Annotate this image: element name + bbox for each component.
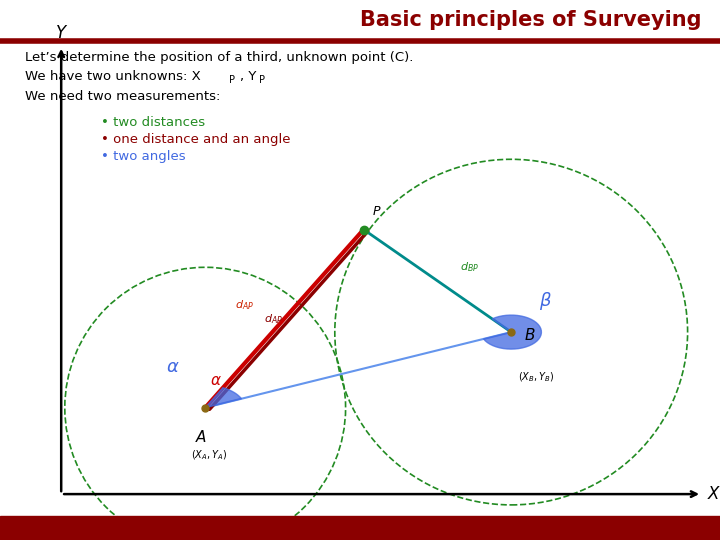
- Text: $(X_B, Y_B)$: $(X_B, Y_B)$: [518, 370, 554, 383]
- Text: $\alpha$: $\alpha$: [210, 373, 222, 388]
- Bar: [0, 0, 720, 40]
- Text: $A$: $A$: [196, 429, 207, 445]
- Text: $d_{AP}$: $d_{AP}$: [264, 312, 283, 326]
- Text: $\beta$: $\beta$: [539, 290, 552, 312]
- Text: P: P: [259, 76, 265, 85]
- Text: Basic principles of Surveying: Basic principles of Surveying: [361, 10, 702, 30]
- Text: $P$: $P$: [372, 205, 382, 218]
- Text: $d_{AP}$: $d_{AP}$: [235, 298, 254, 312]
- Polygon shape: [484, 315, 541, 349]
- Bar: [0, 516, 720, 540]
- Text: $(X_A, Y_A)$: $(X_A, Y_A)$: [191, 448, 227, 462]
- Polygon shape: [205, 388, 241, 408]
- Text: , Y: , Y: [240, 70, 256, 83]
- Text: Sz. Rózsa: Surveying I. – Lecture 1: Sz. Rózsa: Surveying I. – Lecture 1: [487, 523, 702, 534]
- Text: We have two unknowns: X: We have two unknowns: X: [25, 70, 201, 83]
- Text: • two angles: • two angles: [101, 150, 186, 163]
- Text: $X$: $X$: [707, 485, 720, 503]
- Text: • one distance and an angle: • one distance and an angle: [101, 133, 290, 146]
- Text: We need two measurements:: We need two measurements:: [25, 90, 220, 103]
- Text: $Y$: $Y$: [55, 24, 68, 42]
- Text: • two distances: • two distances: [101, 116, 205, 129]
- Text: $B$: $B$: [524, 327, 536, 343]
- Text: $\alpha$: $\alpha$: [166, 358, 179, 376]
- Text: $d_{BP}$: $d_{BP}$: [460, 260, 480, 274]
- Text: P: P: [229, 76, 235, 85]
- Text: Let’s determine the position of a third, unknown point (C).: Let’s determine the position of a third,…: [25, 51, 413, 64]
